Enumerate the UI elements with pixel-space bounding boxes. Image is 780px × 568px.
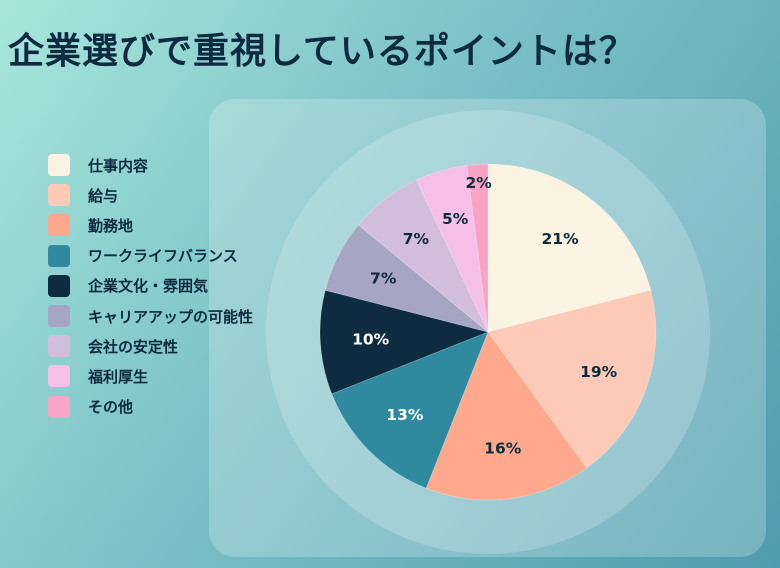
- legend-label: ワークライフバランス: [88, 247, 238, 266]
- pie-slice: [487, 163, 652, 333]
- legend-label: その他: [88, 398, 134, 417]
- slice-label: 7%: [370, 270, 397, 288]
- legend-label: 企業文化・雰囲気: [88, 277, 209, 296]
- legend-swatch: [48, 305, 70, 328]
- slice-label: 2%: [465, 174, 492, 192]
- legend-swatch: [48, 184, 70, 207]
- legend-item: 会社の安定性: [48, 331, 253, 361]
- legend-swatch: [48, 365, 70, 388]
- legend-label: 福利厚生: [88, 367, 149, 386]
- chart-title: 企業選びで重視しているポイントは？: [8, 31, 636, 72]
- legend-label: 仕事内容: [88, 156, 149, 175]
- slice-label: 13%: [386, 406, 424, 424]
- legend-item: 仕事内容: [48, 150, 253, 180]
- legend-item: 給与: [48, 180, 253, 210]
- legend-item: ワークライフバランス: [48, 241, 253, 271]
- legend-label: キャリアアップの可能性: [88, 307, 254, 326]
- slice-label: 19%: [580, 363, 618, 381]
- slice-label: 5%: [442, 210, 469, 228]
- legend-swatch: [48, 335, 70, 358]
- pie-slice: [416, 164, 489, 333]
- legend-item: キャリアアップの可能性: [48, 301, 253, 331]
- pie-slice: [466, 163, 489, 333]
- legend-item: その他: [48, 392, 253, 422]
- pie-slice: [319, 289, 489, 395]
- legend-swatch: [48, 214, 70, 237]
- legend-item: 企業文化・雰囲気: [48, 271, 253, 301]
- legend-swatch: [48, 395, 70, 418]
- pie-slice: [331, 331, 489, 489]
- legend-swatch: [48, 154, 70, 177]
- pie-slice: [358, 179, 489, 333]
- legend-swatch: [48, 244, 70, 267]
- legend-swatch: [48, 274, 70, 297]
- pie-slice: [425, 331, 588, 501]
- slice-label: 21%: [542, 230, 580, 248]
- legend-label: 会社の安定性: [88, 337, 179, 356]
- legend-label: 給与: [88, 186, 119, 205]
- pie-slice: [487, 289, 657, 469]
- legend: 仕事内容給与勤務地ワークライフバランス 企業文化・雰囲気キャリアアップの可能性 会社…: [48, 150, 253, 422]
- legend-label: 勤務地: [88, 216, 134, 235]
- legend-item: 勤務地: [48, 210, 253, 240]
- slice-label: 16%: [484, 440, 522, 458]
- slice-label: 10%: [352, 330, 390, 348]
- legend-item: 福利厚生: [48, 361, 253, 391]
- slice-label: 7%: [403, 230, 430, 248]
- pie-slice: [324, 224, 489, 333]
